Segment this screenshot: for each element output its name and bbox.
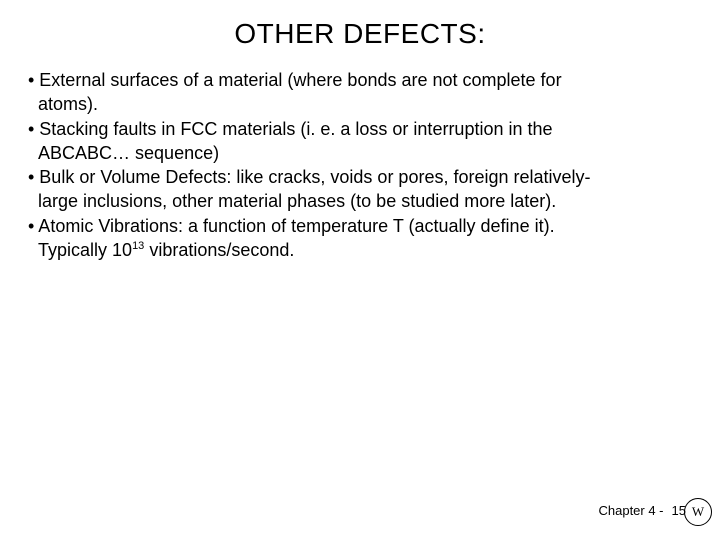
body-line: ABCABC… sequence) bbox=[28, 141, 692, 165]
logo-monogram: W bbox=[684, 498, 712, 526]
publisher-logo: W bbox=[684, 498, 712, 526]
body-line: large inclusions, other material phases … bbox=[28, 189, 692, 213]
slide-container: { "title": "OTHER DEFECTS:", "lines": { … bbox=[0, 0, 720, 540]
body-line: atoms). bbox=[28, 92, 692, 116]
body-line: • Bulk or Volume Defects: like cracks, v… bbox=[28, 165, 692, 189]
slide-footer: Chapter 4 - 15 bbox=[598, 503, 686, 518]
body-line: Typically 1013 vibrations/second. bbox=[28, 238, 692, 262]
body-text: vibrations/second. bbox=[144, 240, 294, 260]
body-text: Typically 10 bbox=[28, 240, 132, 260]
superscript: 13 bbox=[132, 240, 144, 252]
body-line: • External surfaces of a material (where… bbox=[28, 68, 692, 92]
body-line: • Atomic Vibrations: a function of tempe… bbox=[28, 214, 692, 238]
slide-title: OTHER DEFECTS: bbox=[0, 0, 720, 50]
slide-body: • External surfaces of a material (where… bbox=[0, 50, 720, 262]
body-line: • Stacking faults in FCC materials (i. e… bbox=[28, 117, 692, 141]
chapter-label: Chapter 4 - bbox=[598, 503, 663, 518]
